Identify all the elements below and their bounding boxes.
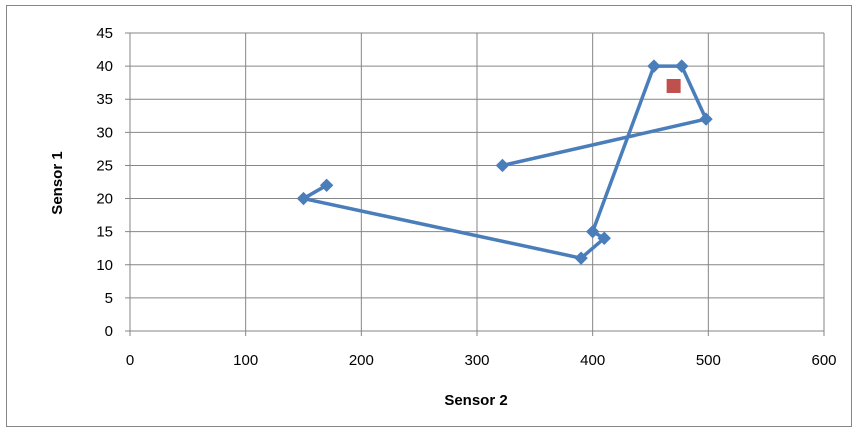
- y-tick-label: 35: [96, 91, 113, 108]
- y-tick-label: 40: [96, 58, 113, 75]
- x-tick-label: 0: [126, 352, 134, 369]
- x-tick-label: 200: [349, 352, 374, 369]
- x-tick-label: 100: [233, 352, 258, 369]
- series-layer: [296, 59, 713, 265]
- diamond-marker: [495, 158, 510, 173]
- diamond-marker: [699, 112, 713, 126]
- y-tick-label: 30: [96, 124, 113, 141]
- square-marker: [666, 78, 681, 93]
- x-axis-title: Sensor 2: [444, 392, 507, 409]
- diamond-marker: [585, 224, 600, 239]
- y-tick-label: 10: [96, 257, 113, 274]
- x-tick-label: 600: [811, 352, 836, 369]
- diamond-marker: [647, 59, 661, 73]
- gridlines: [125, 32, 825, 336]
- x-tick-label: 400: [580, 352, 605, 369]
- y-tick-label: 20: [96, 191, 113, 208]
- y-tick-label: 5: [105, 290, 113, 307]
- chart-frame: [6, 5, 852, 427]
- diamond-marker: [296, 191, 311, 206]
- y-tick-label: 45: [96, 25, 113, 42]
- y-axis-title: Sensor 1: [49, 151, 66, 214]
- diamond-marker: [319, 178, 334, 193]
- x-axis-tick-labels: 0 100 200 300 400 500 600: [126, 352, 837, 369]
- diamond-marker: [597, 231, 611, 245]
- y-tick-label: 15: [96, 224, 113, 241]
- y-axis-tick-labels: 0 5 10 15 20 25 30 35 40 45: [96, 25, 113, 340]
- y-tick-label: 25: [96, 157, 113, 174]
- diamond-marker: [675, 59, 689, 73]
- x-tick-label: 500: [696, 352, 721, 369]
- y-tick-label: 0: [105, 323, 113, 340]
- diamond-marker: [574, 251, 588, 265]
- x-tick-label: 300: [464, 352, 489, 369]
